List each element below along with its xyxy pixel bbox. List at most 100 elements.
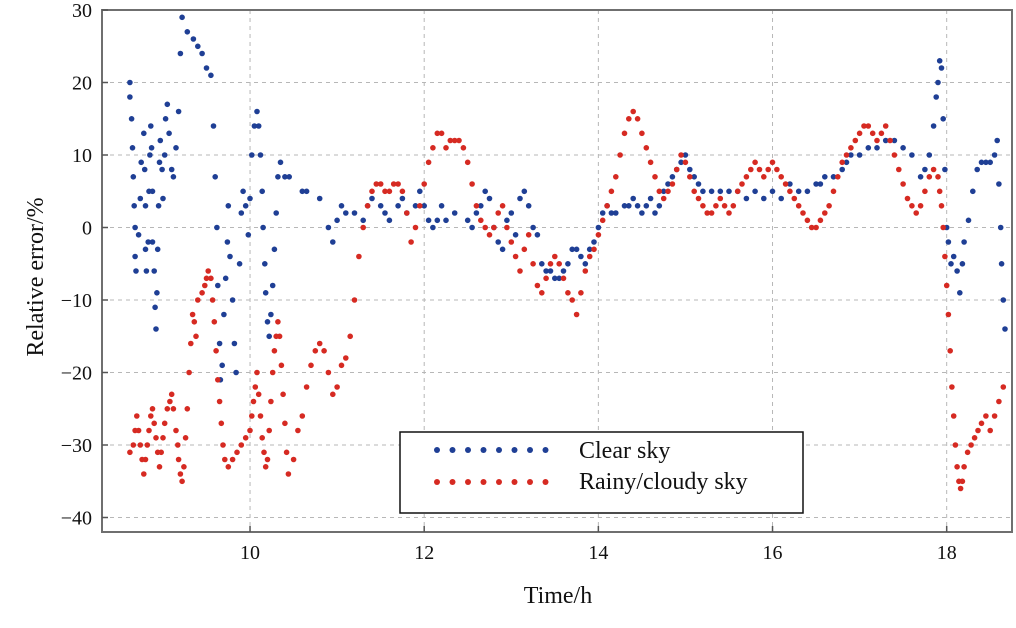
rainy-cloudy-sky-point (257, 413, 264, 419)
rainy-cloudy-sky-point (460, 145, 467, 151)
clear-sky-point (214, 224, 220, 231)
clear-sky-point (175, 108, 182, 115)
clear-sky-point (1002, 326, 1008, 332)
rainy-cloudy-sky-point (499, 203, 506, 209)
rainy-cloudy-sky-point (283, 449, 290, 456)
clear-sky-point (669, 174, 676, 180)
clear-sky-point (156, 159, 163, 166)
rainy-cloudy-sky-point (991, 413, 998, 419)
clear-sky-point (179, 14, 185, 21)
rainy-cloudy-sky-point (512, 253, 519, 260)
rainy-cloudy-sky-point (878, 130, 885, 137)
rainy-cloudy-sky-point (569, 297, 575, 303)
rainy-cloudy-sky-point (264, 456, 271, 463)
clear-sky-point (382, 210, 388, 216)
clear-sky-point (582, 261, 589, 267)
clear-sky-point (160, 195, 166, 202)
clear-sky-point (909, 152, 915, 158)
rainy-cloudy-sky-point (787, 188, 793, 195)
rainy-cloudy-sky-point (591, 246, 597, 253)
legend-label-clear-sky: Clear sky (579, 438, 670, 464)
rainy-cloudy-sky-point (386, 188, 393, 195)
clear-sky-point (983, 159, 989, 166)
rainy-cloudy-sky-point (290, 456, 297, 463)
clear-sky-point (159, 166, 165, 173)
rainy-cloudy-sky-point (761, 174, 767, 180)
rainy-cloudy-sky-point (412, 224, 419, 231)
rainy-cloudy-sky-point (158, 449, 164, 456)
clear-sky-point (231, 340, 238, 347)
clear-sky-point (219, 362, 225, 369)
rainy-cloudy-sky-point (957, 485, 964, 492)
rainy-cloudy-sky-point (882, 123, 889, 129)
rainy-cloudy-sky-point (782, 181, 789, 187)
rainy-cloudy-sky-point (913, 210, 919, 216)
clear-sky-point (325, 224, 332, 231)
rainy-cloudy-sky-point (447, 137, 454, 144)
y-tick-label: −10 (61, 290, 92, 312)
rainy-cloudy-sky-point (508, 239, 515, 245)
clear-sky-point (822, 174, 828, 180)
clear-sky-point (334, 217, 340, 224)
y-tick-label: 20 (72, 73, 92, 95)
clear-sky-point (212, 174, 218, 180)
rainy-cloudy-sky-point (835, 174, 841, 180)
rainy-cloudy-sky-point (534, 282, 541, 289)
legend-marker-dot (434, 447, 440, 453)
clear-sky-point (434, 217, 441, 224)
clear-sky-point (145, 239, 151, 245)
rainy-cloudy-sky-point (582, 268, 589, 274)
clear-sky-point (950, 253, 957, 260)
rainy-cloudy-sky-point (325, 369, 332, 376)
y-tick-label: −40 (61, 508, 92, 530)
clear-sky-point (131, 203, 137, 209)
rainy-cloudy-sky-point (408, 239, 414, 245)
clear-sky-point (970, 188, 976, 195)
clear-sky-point (166, 130, 172, 137)
rainy-cloudy-sky-point (874, 137, 880, 144)
clear-sky-point (269, 282, 276, 289)
rainy-cloudy-sky-point (262, 464, 269, 470)
rainy-cloudy-sky-point (144, 442, 151, 448)
rainy-cloudy-sky-point (943, 282, 950, 289)
clear-sky-point (260, 224, 266, 231)
clear-sky-point (259, 188, 266, 195)
clear-sky-point (961, 239, 967, 245)
clear-sky-point (286, 174, 293, 180)
rainy-cloudy-sky-point (813, 224, 819, 231)
rainy-cloudy-sky-point (438, 130, 445, 137)
clear-sky-point (469, 224, 475, 231)
rainy-cloudy-sky-point (639, 130, 645, 137)
clear-sky-point (957, 290, 963, 296)
rainy-cloudy-sky-point (188, 340, 194, 347)
clear-sky-point (395, 203, 401, 209)
rainy-cloudy-sky-point (861, 123, 867, 129)
rainy-cloudy-sky-point (469, 181, 475, 187)
rainy-cloudy-sky-point (164, 406, 171, 412)
rainy-cloudy-sky-point (739, 181, 745, 187)
rainy-cloudy-sky-point (573, 311, 580, 318)
clear-sky-point (137, 195, 144, 202)
clear-sky-point (421, 203, 428, 209)
clear-sky-point (586, 246, 593, 253)
clear-sky-point (141, 130, 147, 137)
rainy-cloudy-sky-point (949, 384, 955, 390)
rainy-cloudy-sky-point (964, 449, 971, 456)
rainy-cloudy-sky-point (478, 217, 484, 224)
rainy-cloudy-sky-point (137, 442, 144, 448)
clear-sky-point (443, 217, 449, 224)
clear-sky-point (135, 232, 142, 238)
rainy-cloudy-sky-point (225, 464, 232, 470)
rainy-cloudy-sky-point (765, 166, 771, 173)
clear-sky-point (660, 188, 667, 195)
legend-marker-dot (496, 479, 502, 485)
rainy-cloudy-sky-point (604, 203, 610, 209)
rainy-cloudy-sky-point (425, 159, 432, 166)
clear-sky-point (843, 159, 850, 166)
rainy-cloudy-sky-point (148, 413, 154, 419)
clear-sky-point (195, 43, 201, 50)
rainy-cloudy-sky-point (595, 232, 602, 238)
clear-sky-point (940, 116, 946, 122)
clear-sky-point (942, 166, 948, 173)
